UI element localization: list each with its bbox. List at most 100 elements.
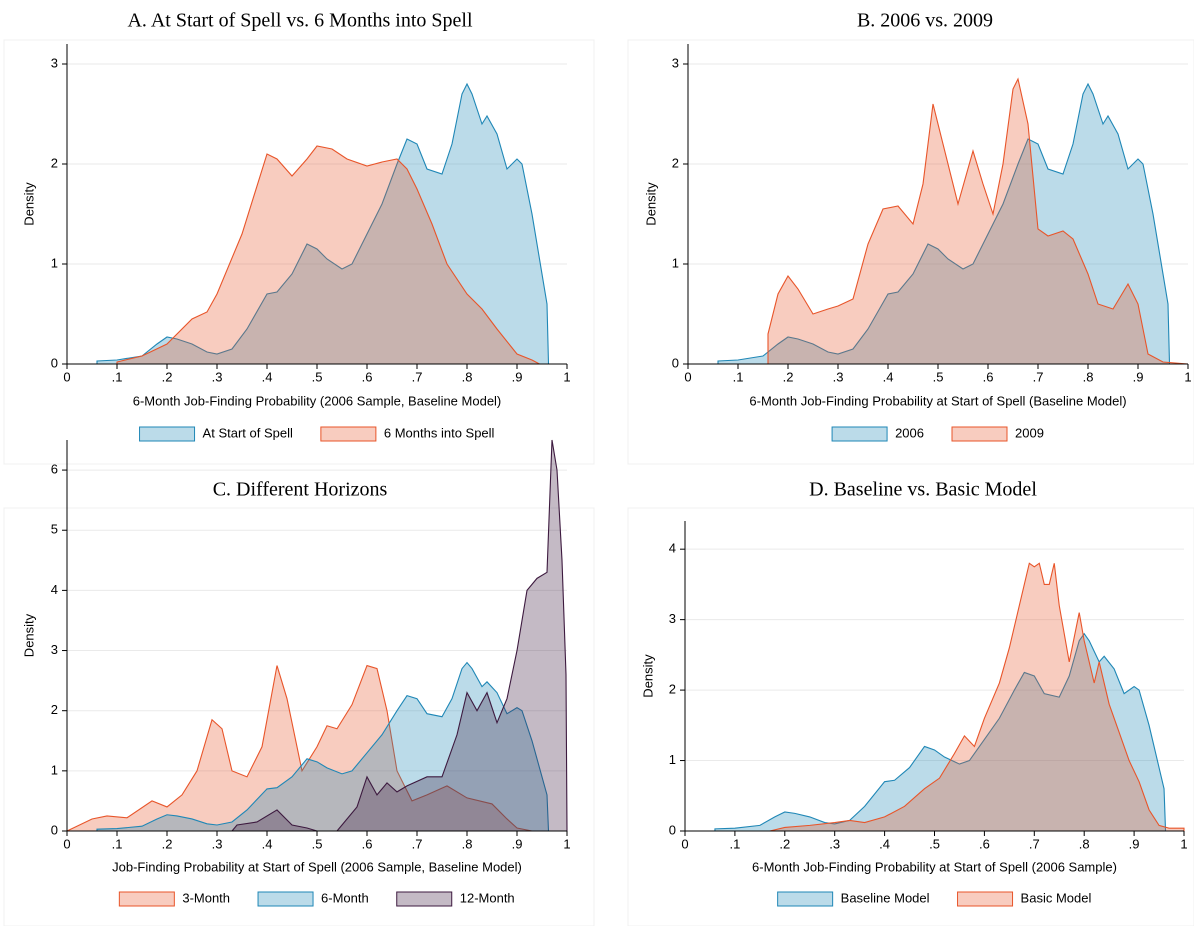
- x-axis-label: 6-Month Job-Finding Probability at Start…: [752, 859, 1117, 874]
- x-tick-label: .8: [462, 369, 473, 384]
- x-tick-label: .6: [362, 369, 373, 384]
- x-tick-label: .3: [212, 836, 223, 851]
- panel-frame: [627, 507, 1194, 926]
- density-area: [230, 439, 568, 832]
- x-tick-label: .7: [412, 836, 423, 851]
- y-tick-label: 3: [51, 642, 58, 657]
- legend-swatch: [139, 426, 196, 442]
- x-tick-label: 1: [563, 369, 570, 384]
- y-tick-label: 0: [672, 355, 679, 370]
- x-axis-label: 6-Month Job-Finding Probability (2006 Sa…: [133, 393, 502, 408]
- x-tick-label: .5: [929, 836, 940, 851]
- x-tick-label: 1: [563, 836, 570, 851]
- x-tick-label: .2: [779, 836, 790, 851]
- legend-swatch: [951, 426, 1008, 442]
- density-area: [769, 562, 1185, 832]
- legend-label: 6-Month: [321, 890, 369, 905]
- panel: B. 2006 vs. 2009 0 1 2 3 0 .1 .2 .3 .4 .5 .6 .7 .8 .9 1…: [627, 10, 1194, 465]
- x-tick-label: .3: [829, 836, 840, 851]
- panel-frame: [627, 39, 1194, 465]
- panel: A. At Start of Spell vs. 6 Months into S…: [3, 10, 595, 465]
- x-tick-label: 1: [1184, 369, 1191, 384]
- y-tick-label: 0: [669, 822, 676, 837]
- x-tick-label: .5: [933, 369, 944, 384]
- y-tick-label: 3: [669, 611, 676, 626]
- y-tick-label: 2: [672, 155, 679, 170]
- legend: Baseline Model Basic Model: [777, 890, 1092, 907]
- x-axis-label: 6-Month Job-Finding Probability at Start…: [749, 393, 1126, 408]
- panel-frame: [3, 39, 595, 465]
- y-axis-label: Density: [21, 182, 36, 226]
- x-tick-label: .5: [312, 836, 323, 851]
- x-tick-label: .8: [462, 836, 473, 851]
- legend-label: At Start of Spell: [203, 425, 293, 440]
- legend-label: 2006: [895, 425, 924, 440]
- x-tick-label: .1: [112, 836, 123, 851]
- density-area: [714, 632, 1167, 832]
- y-tick-label: 5: [51, 522, 58, 537]
- y-tick-label: 0: [51, 822, 58, 837]
- legend-swatch: [257, 891, 314, 907]
- x-tick-label: .7: [1033, 369, 1044, 384]
- x-tick-label: .9: [1129, 836, 1140, 851]
- y-tick-label: 0: [51, 355, 58, 370]
- y-tick-label: 4: [669, 541, 676, 556]
- x-tick-label: .9: [512, 369, 523, 384]
- legend-swatch: [320, 426, 377, 442]
- x-tick-label: .6: [362, 836, 373, 851]
- y-tick-label: 1: [51, 255, 58, 270]
- y-tick-label: 1: [669, 752, 676, 767]
- y-axis-label: Density: [21, 613, 36, 657]
- x-tick-label: .2: [162, 836, 173, 851]
- x-tick-label: .4: [262, 836, 273, 851]
- x-tick-label: 0: [681, 836, 688, 851]
- legend-swatch: [777, 891, 834, 907]
- x-tick-label: .1: [729, 836, 740, 851]
- density-area: [96, 661, 550, 832]
- y-tick-label: 2: [51, 702, 58, 717]
- y-tick-label: 3: [51, 55, 58, 70]
- y-tick-label: 4: [51, 582, 58, 597]
- legend-swatch: [957, 891, 1014, 907]
- legend-label: 3-Month: [182, 890, 230, 905]
- panel: D. Baseline vs. Basic Model 0 1 2 3 4 0 .1 .2 .3.…: [627, 479, 1194, 926]
- density-area: [116, 145, 540, 365]
- y-tick-label: 1: [672, 255, 679, 270]
- legend-label: Basic Model: [1021, 890, 1092, 905]
- density-area: [717, 82, 1171, 365]
- panel-title: D. Baseline vs. Basic Model: [809, 479, 1037, 501]
- x-tick-label: .4: [262, 369, 273, 384]
- legend-swatch: [118, 891, 175, 907]
- legend-label: 6 Months into Spell: [384, 425, 495, 440]
- x-tick-label: .6: [983, 369, 994, 384]
- x-tick-label: .4: [879, 836, 890, 851]
- legend: At Start of Spell 6 Months into Spell: [139, 425, 495, 442]
- density-area: [66, 664, 533, 832]
- x-tick-label: .9: [1133, 369, 1144, 384]
- x-tick-label: .3: [212, 369, 223, 384]
- y-tick-label: 6: [51, 462, 58, 477]
- x-tick-label: .3: [833, 369, 844, 384]
- legend-label: Baseline Model: [841, 890, 930, 905]
- y-axis-label: Density: [640, 654, 655, 698]
- x-tick-label: 0: [684, 369, 691, 384]
- panel-frame: [3, 507, 595, 926]
- x-tick-label: 0: [63, 836, 70, 851]
- x-tick-label: .4: [883, 369, 894, 384]
- legend-label: 12-Month: [460, 890, 515, 905]
- y-tick-label: 2: [51, 155, 58, 170]
- x-tick-label: .7: [1029, 836, 1040, 851]
- y-axis-label: Density: [643, 182, 658, 226]
- x-tick-label: 1: [1180, 836, 1187, 851]
- x-tick-label: .1: [733, 369, 744, 384]
- x-tick-label: .2: [162, 369, 173, 384]
- panel-title: A. At Start of Spell vs. 6 Months into S…: [127, 10, 472, 32]
- x-axis-label: Job-Finding Probability at Start of Spel…: [112, 859, 522, 874]
- x-tick-label: .8: [1083, 369, 1094, 384]
- y-tick-label: 1: [51, 762, 58, 777]
- legend-label: 2009: [1015, 425, 1044, 440]
- density-area: [96, 82, 550, 365]
- x-tick-label: .2: [783, 369, 794, 384]
- x-tick-label: .5: [312, 369, 323, 384]
